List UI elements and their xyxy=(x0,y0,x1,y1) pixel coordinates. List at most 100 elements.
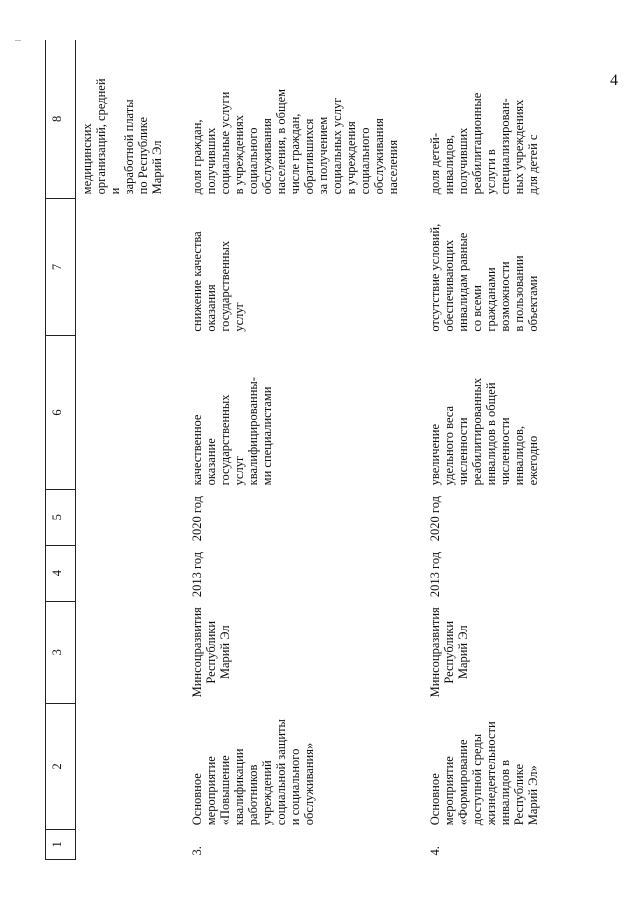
text-line: инвалидов, xyxy=(512,425,526,486)
text-line: Марий Эл xyxy=(150,140,164,195)
text-line: Минсоцразвития xyxy=(428,607,442,698)
indicator-cell: доля детей- инвалидов, получивших реабил… xyxy=(416,40,556,198)
text-line: за получением xyxy=(316,116,330,195)
text-line: социального xyxy=(246,127,260,195)
text-line: ежегодно xyxy=(526,435,540,486)
text-line: удельного веса xyxy=(442,405,456,486)
text-line: инвалидов в общей xyxy=(484,382,498,486)
row-number: 3. xyxy=(190,846,204,856)
end-year-cell: 2020 год xyxy=(428,496,442,542)
table-row: 4. Основное мероприятие «Формирование до… xyxy=(416,40,556,860)
text-line: «Повышение xyxy=(218,755,232,826)
text-line: жизнедеятельности xyxy=(484,721,498,826)
text-line: государственных xyxy=(218,394,232,486)
text-line: мероприятие xyxy=(204,756,218,826)
text-line: услуг xyxy=(232,302,246,332)
header-col-8: 8 xyxy=(45,40,76,199)
text-line: Минсоцразвития xyxy=(190,607,204,698)
start-year-cell: 2013 год xyxy=(190,551,204,598)
text-line: в учреждениях xyxy=(232,115,246,195)
empty-cell xyxy=(76,704,179,830)
text-line: населения xyxy=(386,139,400,195)
text-line: для детей с xyxy=(526,134,540,195)
text-line: населения, в общем xyxy=(274,88,288,195)
text-line: услуги в xyxy=(484,149,498,195)
text-line: возможности xyxy=(498,261,512,332)
empty-cell xyxy=(76,829,179,859)
text-line: в учреждения xyxy=(344,121,358,195)
text-line: гражданами xyxy=(484,267,498,332)
text-line: объектами xyxy=(526,275,540,332)
text-line: государственных xyxy=(218,240,232,332)
text-line: учреждений xyxy=(260,760,274,826)
text-line: обратившихся xyxy=(302,118,316,195)
text-line: ми специалистами xyxy=(260,386,274,486)
consequence-cell: снижение качества оказания государственн… xyxy=(178,198,416,335)
text-line: работников xyxy=(246,764,260,826)
text-line: оказание xyxy=(204,438,218,486)
header-col-4: 4 xyxy=(45,545,76,602)
header-col-3: 3 xyxy=(45,601,76,704)
text-line: и социального xyxy=(288,748,302,826)
text-line: инвалидов, xyxy=(442,134,456,195)
text-line: численности xyxy=(498,417,512,486)
text-line: Республики xyxy=(204,620,218,684)
text-line: социальные услуги xyxy=(218,91,232,195)
start-year-cell: 2013 год xyxy=(428,551,442,598)
text-line: социальных услуг xyxy=(330,97,344,195)
empty-cell xyxy=(76,336,179,490)
text-line: квалифицированны- xyxy=(246,377,260,486)
text-line: обслуживания» xyxy=(302,742,316,826)
text-line: качественное xyxy=(190,414,204,486)
header-row: 1 2 3 4 5 6 7 8 xyxy=(45,40,76,860)
indicator-cell: доля граждан, получивших социальные услу… xyxy=(178,40,416,198)
header-col-1: 1 xyxy=(45,829,76,860)
header-col-2: 2 xyxy=(45,703,76,830)
text-line: обслуживания xyxy=(372,118,386,195)
empty-cell xyxy=(76,601,179,703)
text-line: социальной защиты xyxy=(274,719,288,826)
text-line: получивших xyxy=(456,127,470,195)
text-line: увеличение xyxy=(428,424,442,486)
text-line: медицинских xyxy=(80,123,94,195)
text-line: в пользовании xyxy=(512,255,526,332)
text-line: Основное xyxy=(190,773,204,826)
empty-cell xyxy=(76,545,179,601)
executor-cell: Минсоцразвития Республики Марий Эл xyxy=(178,601,416,703)
text-line: доля детей- xyxy=(428,132,442,195)
rotated-table-container: 1 2 3 4 5 6 7 8 медицинских xyxy=(45,40,555,860)
header-col-5: 5 xyxy=(45,489,76,546)
measure-name-cell: Основное мероприятие «Формирование досту… xyxy=(416,704,556,830)
text-line: оказания xyxy=(204,284,218,332)
empty-cell xyxy=(76,489,179,545)
table-row: 3. Основное мероприятие «Повышение квали… xyxy=(178,40,416,860)
text-line: реабилитированных xyxy=(470,377,484,486)
expected-result-cell: увеличение удельного веса численности ре… xyxy=(416,336,556,490)
text-line: заработной платы xyxy=(122,99,136,195)
text-line: обслуживания xyxy=(260,118,274,195)
continuation-row: медицинских организаций, средней и зараб… xyxy=(76,40,179,860)
text-line: социального xyxy=(358,127,372,195)
text-line: мероприятие xyxy=(442,756,456,826)
text-line: реабилитационные xyxy=(470,92,484,195)
text-line: инвалидам равные xyxy=(456,232,470,332)
text-line: со всеми xyxy=(470,285,484,332)
text-line: доступной среды xyxy=(470,733,484,826)
text-line: снижение качества xyxy=(190,231,204,332)
program-measures-table: 1 2 3 4 5 6 7 8 медицинских xyxy=(45,40,556,860)
row-number: 4. xyxy=(428,846,442,856)
empty-cell xyxy=(76,198,179,335)
expected-result-cell: качественное оказание государственных ус… xyxy=(178,336,416,490)
text-line: ных учреждениях xyxy=(512,99,526,195)
text-line: организаций, средней xyxy=(94,78,108,195)
text-line: обеспечивающих xyxy=(442,239,456,332)
executor-cell: Минсоцразвития Республики Марий Эл xyxy=(416,601,556,703)
margin-mark xyxy=(15,40,21,41)
text-line: по Республике xyxy=(136,116,150,195)
page-number: 4 xyxy=(610,72,618,89)
text-line: Республике xyxy=(512,763,526,826)
header-col-6: 6 xyxy=(45,335,76,490)
measure-name-cell: Основное мероприятие «Повышение квалифик… xyxy=(178,704,416,830)
text-line: доля граждан, xyxy=(190,119,204,195)
text-line: услуг xyxy=(232,455,246,486)
